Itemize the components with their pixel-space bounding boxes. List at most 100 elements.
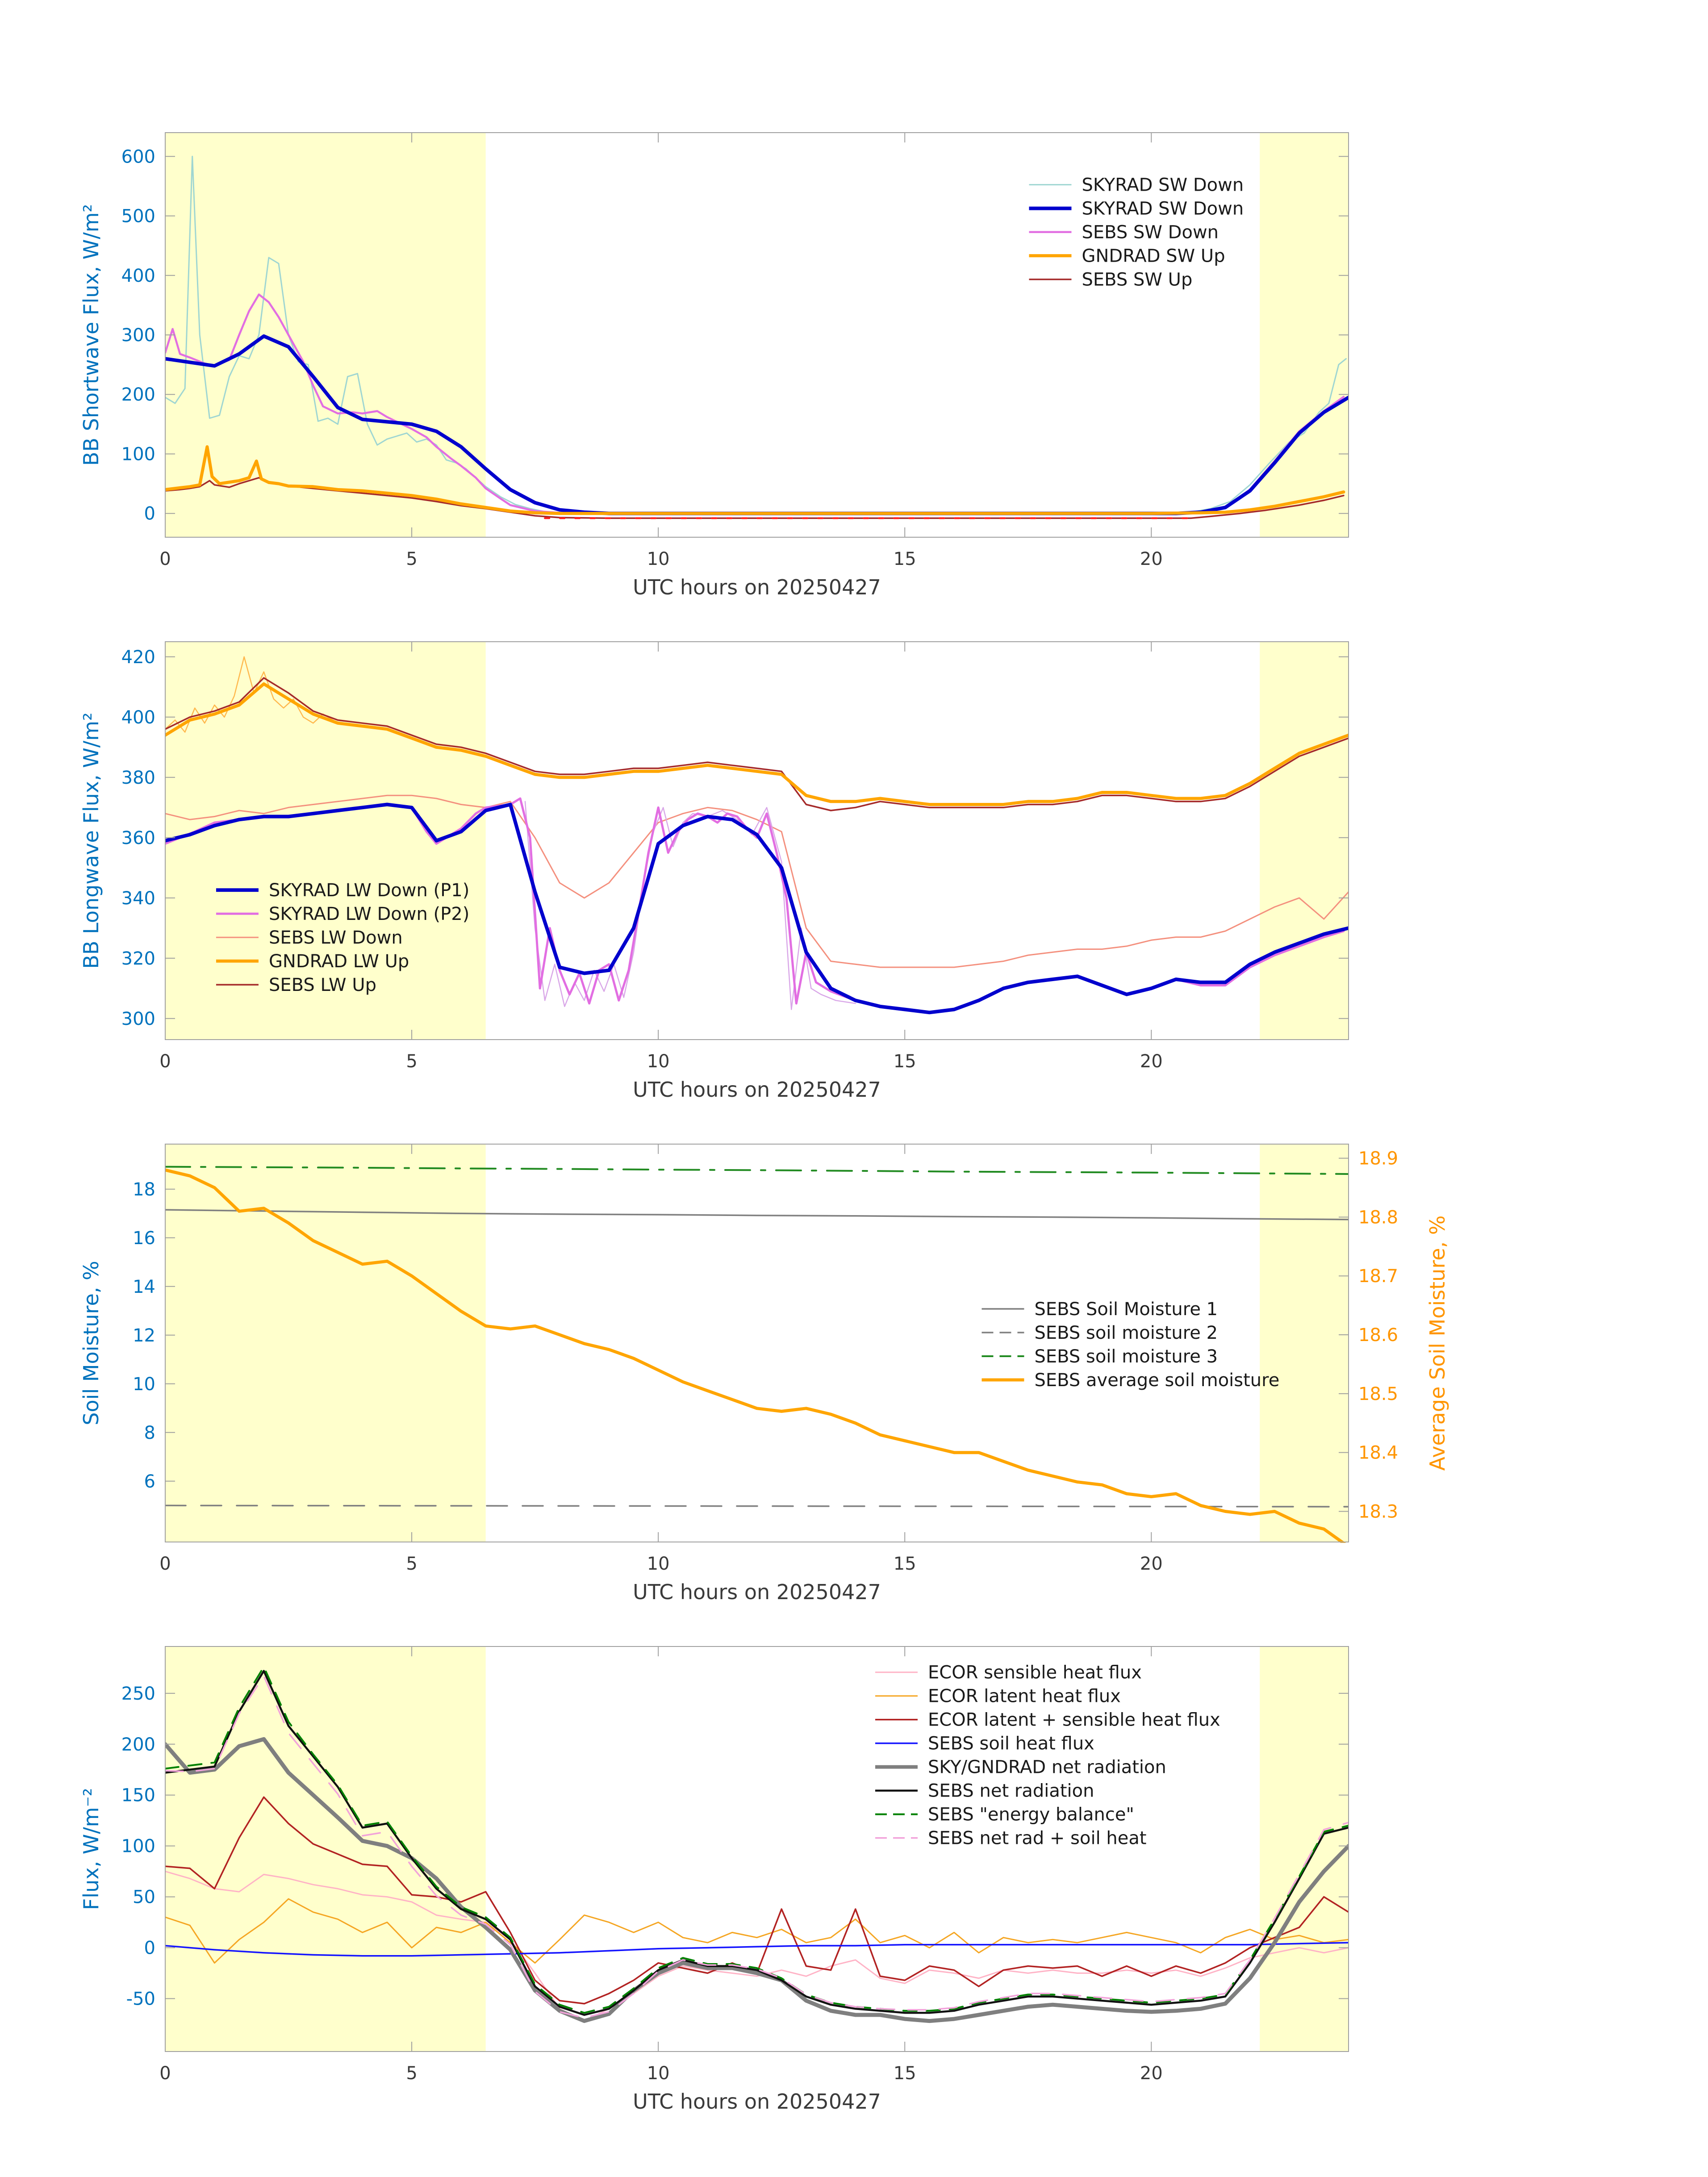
series-sebs-lw-up	[165, 677, 1349, 811]
series-ecor-latent-heat-flux	[165, 1898, 1349, 1964]
legend-label: SKYRAD LW Down (P1)	[269, 880, 469, 901]
y-tick-label: 0	[144, 1938, 155, 1959]
series-sebs-soil-moisture-2	[165, 1504, 1349, 1508]
legend-label: SEBS soil heat flux	[928, 1734, 1094, 1754]
series-sebs-net-radiation	[165, 1670, 1349, 2016]
legend: ECOR sensible heat flux ECOR latent heat …	[875, 1663, 1220, 1849]
daylight-band	[1260, 133, 1349, 537]
x-tick-label: 5	[406, 2063, 417, 2084]
y-tick-label: 500	[121, 206, 155, 227]
y2-tick-label: 18.5	[1358, 1384, 1398, 1404]
series-sebs-net-rad-soil-heat	[165, 1675, 1349, 2019]
legend-label: ECOR latent heat flux	[928, 1686, 1121, 1707]
legend-label: SEBS LW Up	[269, 975, 376, 995]
series-group	[165, 656, 1349, 1015]
legend-label: SEBS soil moisture 2	[1035, 1323, 1218, 1343]
y-tick-label: 340	[121, 888, 155, 909]
legend-label: SEBS SW Up	[1082, 270, 1193, 290]
y-tick-label: -50	[126, 1989, 155, 2009]
series-group	[165, 1666, 1349, 2023]
daylight-band	[1260, 642, 1349, 1040]
daylight-band	[1260, 1144, 1349, 1542]
y-tick-label: 12	[133, 1325, 155, 1346]
y-tick-label: 18	[133, 1179, 155, 1200]
axes-frame	[165, 641, 1349, 1040]
x-tick-label: 0	[159, 549, 171, 569]
legend-label: ECOR sensible heat flux	[928, 1663, 1142, 1683]
y-tick-label: 320	[121, 949, 155, 969]
daylight-band	[165, 642, 486, 1040]
legend: SKYRAD SW Down SKYRAD SW Down SEBS SW Down…	[1029, 175, 1244, 290]
y-tick-label: 100	[121, 444, 155, 464]
series-skyrad-lw-down-p1	[165, 802, 1349, 1015]
x-tick-label: 0	[159, 1554, 171, 1574]
x-tick-label: 10	[647, 2063, 670, 2084]
series-gndrad-lw-up-1-min	[165, 656, 338, 733]
series-gndrad-lw-up	[165, 682, 1349, 806]
x-axis-label: UTC hours on 20250427	[633, 1078, 881, 1102]
y-tick-label: 14	[133, 1277, 155, 1297]
series-ecor-sensible-heat-flux	[165, 1871, 1349, 2022]
y-tick-label: 150	[121, 1785, 155, 1806]
chart-panel-4: 0 5 10 15 20 -50 0 50 100 150 200 250 Flux, W/m⁻² UTC…	[79, 1646, 1349, 2114]
y-axis-label: Flux, W/m⁻²	[79, 1788, 103, 1910]
y2-axis-label: Average Soil Moisture, %	[1425, 1216, 1449, 1471]
legend-label: SEBS "energy balance"	[928, 1805, 1134, 1825]
y-axis-label: Soil Moisture, %	[79, 1261, 103, 1425]
y2-tick-label: 18.3	[1358, 1501, 1398, 1522]
series-sebs-lw-down	[165, 794, 1349, 968]
y2-tick-label: 18.7	[1358, 1266, 1398, 1287]
legend-label: SKYRAD SW Down	[1082, 175, 1244, 196]
y-tick-label: 300	[121, 1009, 155, 1029]
y-tick-label: 380	[121, 768, 155, 788]
x-tick-label: 20	[1140, 1554, 1163, 1574]
series-sebs-soil-heat-flux	[165, 1942, 1349, 1957]
series-sebs-soil-moisture-3	[165, 1166, 1349, 1175]
series-skyrad-lw-down-1-min	[524, 801, 856, 1010]
axes-frame	[165, 1144, 1349, 1542]
daylight-band	[165, 133, 486, 537]
series-group	[165, 1166, 1349, 1543]
x-tick-label: 10	[647, 1554, 670, 1574]
series-group	[165, 155, 1349, 519]
y-tick-label: 400	[121, 266, 155, 286]
series-sebs-soil-moisture-1	[165, 1209, 1349, 1220]
y-tick-label: 400	[121, 707, 155, 728]
legend-label: SEBS LW Down	[269, 928, 403, 948]
y-tick-label: 16	[133, 1228, 155, 1249]
x-tick-label: 15	[894, 2063, 916, 2084]
y-tick-label: 8	[144, 1423, 155, 1443]
x-tick-label: 15	[894, 1051, 916, 1072]
y-tick-label: 0	[144, 504, 155, 524]
legend-label: ECOR latent + sensible heat flux	[928, 1710, 1220, 1730]
x-axis-label: UTC hours on 20250427	[633, 1580, 881, 1604]
x-tick-label: 15	[894, 549, 916, 569]
legend-label: SEBS Soil Moisture 1	[1035, 1299, 1218, 1320]
y-tick-label: 360	[121, 828, 155, 848]
x-tick-label: 5	[406, 549, 417, 569]
x-tick-label: 15	[894, 1554, 916, 1574]
x-tick-label: 20	[1140, 2063, 1163, 2084]
y-tick-label: 250	[121, 1684, 155, 1704]
legend-label: SEBS net rad + soil heat	[928, 1828, 1147, 1849]
series-gndrad-sw-up	[165, 445, 1345, 515]
x-axis-label: UTC hours on 20250427	[633, 2089, 881, 2114]
y-tick-label: 300	[121, 325, 155, 346]
legend-label: GNDRAD LW Up	[269, 951, 409, 972]
chart-panel-3: 0 5 10 15 20 6 8 10 12 14 16 18 18.3 18.4 18.5 18.6 18.7…	[79, 1144, 1449, 1604]
x-tick-label: 0	[159, 1051, 171, 1072]
x-tick-label: 0	[159, 2063, 171, 2084]
daylight-band	[165, 1144, 486, 1542]
y2-tick-label: 18.9	[1358, 1149, 1398, 1169]
y-tick-label: 10	[133, 1374, 155, 1395]
legend-label: SKYRAD LW Down (P2)	[269, 904, 469, 924]
y2-tick-label: 18.8	[1358, 1207, 1398, 1228]
x-tick-label: 5	[406, 1051, 417, 1072]
y-axis-label: BB Shortwave Flux, W/m²	[79, 204, 103, 466]
series-sky-gndrad-net-radiation	[165, 1737, 1349, 2023]
y-tick-label: 6	[144, 1471, 155, 1492]
y-axis-label: BB Longwave Flux, W/m²	[79, 712, 103, 969]
x-tick-label: 5	[406, 1554, 417, 1574]
legend-label: SEBS soil moisture 3	[1035, 1346, 1218, 1367]
